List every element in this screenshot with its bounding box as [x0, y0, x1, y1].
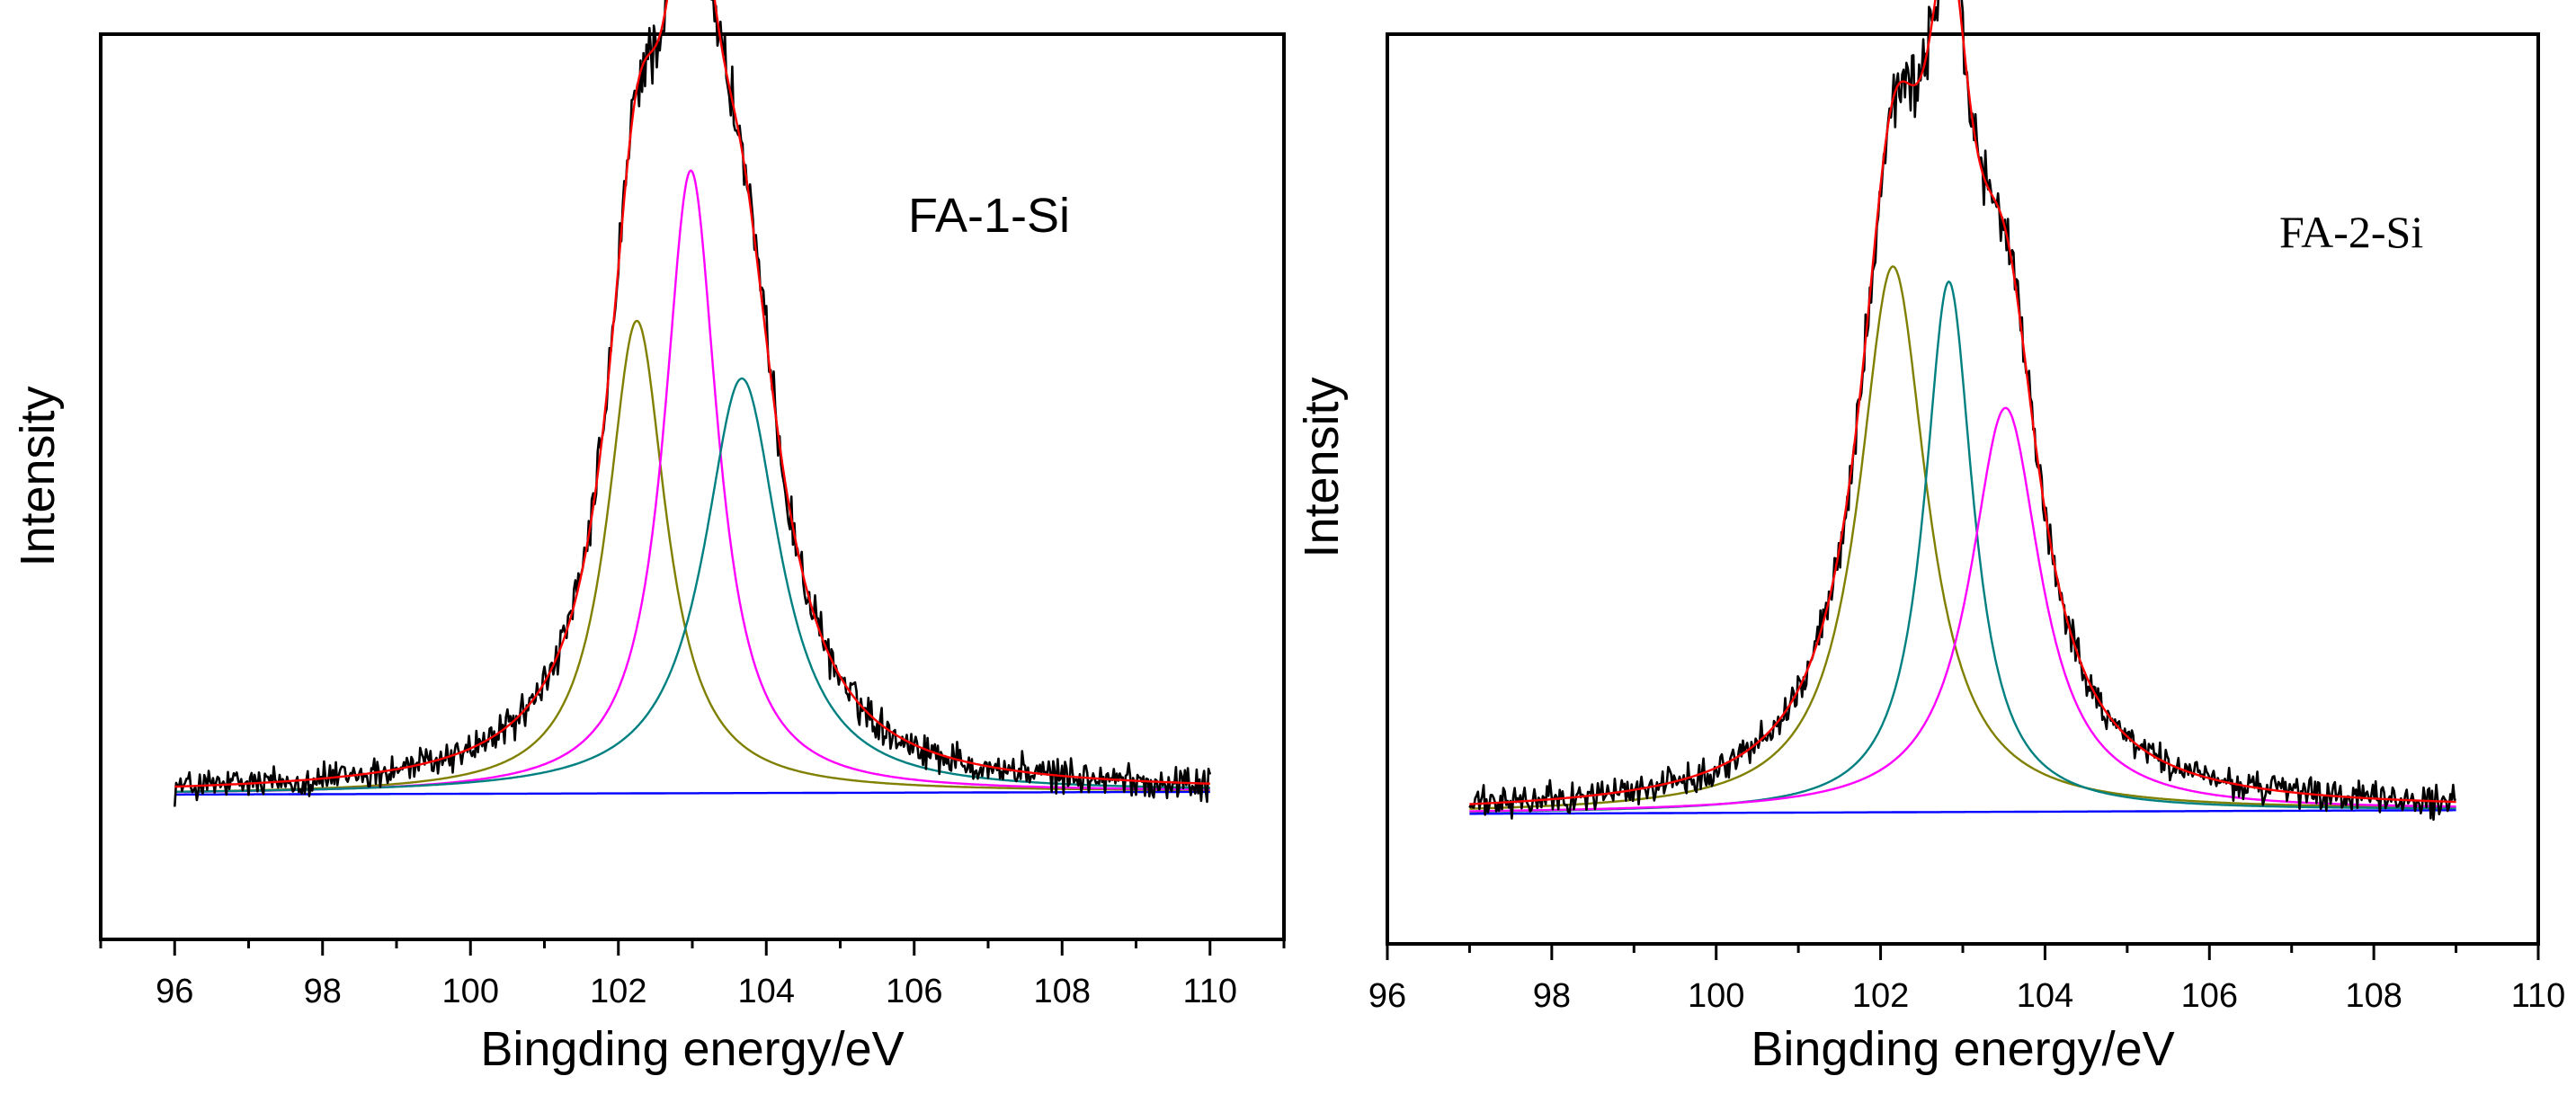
x-axis-label: Bingding energy/eV [480, 1022, 904, 1076]
x-tick-label: 102 [1852, 977, 1909, 1015]
envelope-fit-line [174, 0, 1210, 788]
component-2-line [174, 169, 1210, 794]
raw-spectrum-line [174, 0, 1212, 807]
x-tick-label: 104 [2017, 977, 2073, 1015]
x-tick-label: 108 [2345, 977, 2402, 1015]
x-tick-label: 106 [886, 973, 942, 1010]
component-3-line [1469, 406, 2456, 813]
background-line [1469, 809, 2456, 815]
x-tick-label: 96 [1368, 977, 1406, 1015]
sample-label: FA-2-Si [2279, 207, 2423, 257]
x-tick-label: 104 [738, 973, 795, 1010]
component-1-line [1469, 265, 2456, 810]
series-group [1468, 0, 2456, 822]
x-axis-label: Bingding energy/eV [1751, 1022, 2174, 1076]
x-tick-label: 110 [2511, 977, 2566, 1015]
chart-panel-fa2: 96 98 100 102 104 106 108 110 FA-2-Si Bingding … [1295, 0, 2565, 1076]
x-tick-label: 96 [156, 973, 193, 1010]
y-axis-label: Intensity [11, 386, 65, 566]
x-tick-label: 106 [2181, 977, 2238, 1015]
y-axis-label: Intensity [1295, 377, 1349, 557]
component-2-line [1469, 280, 2456, 814]
x-tick-label: 100 [1688, 977, 1744, 1015]
plot-frame [99, 32, 1286, 941]
chart-panel-fa1: 96 98 100 102 104 106 108 110 FA-1-Si Bingding … [11, 0, 1286, 1076]
x-tick-label: 102 [590, 973, 646, 1010]
sample-label: FA-1-Si [908, 189, 1070, 243]
x-tick-label: 100 [442, 973, 499, 1010]
component-1-line [174, 319, 1210, 793]
raw-spectrum-line [1468, 0, 2456, 822]
series-group [174, 0, 1212, 807]
x-tick-label: 98 [304, 973, 342, 1010]
x-axis-ticks: 96 98 100 102 104 106 108 110 [1368, 944, 2565, 1015]
component-3-line [174, 377, 1210, 794]
background-line [174, 790, 1210, 796]
x-tick-label: 108 [1034, 973, 1091, 1010]
x-tick-label: 98 [1533, 977, 1571, 1015]
x-axis-ticks: 96 98 100 102 104 106 108 110 [99, 939, 1286, 1010]
envelope-fit-line [1469, 0, 2456, 805]
x-tick-label: 110 [1182, 973, 1237, 1010]
